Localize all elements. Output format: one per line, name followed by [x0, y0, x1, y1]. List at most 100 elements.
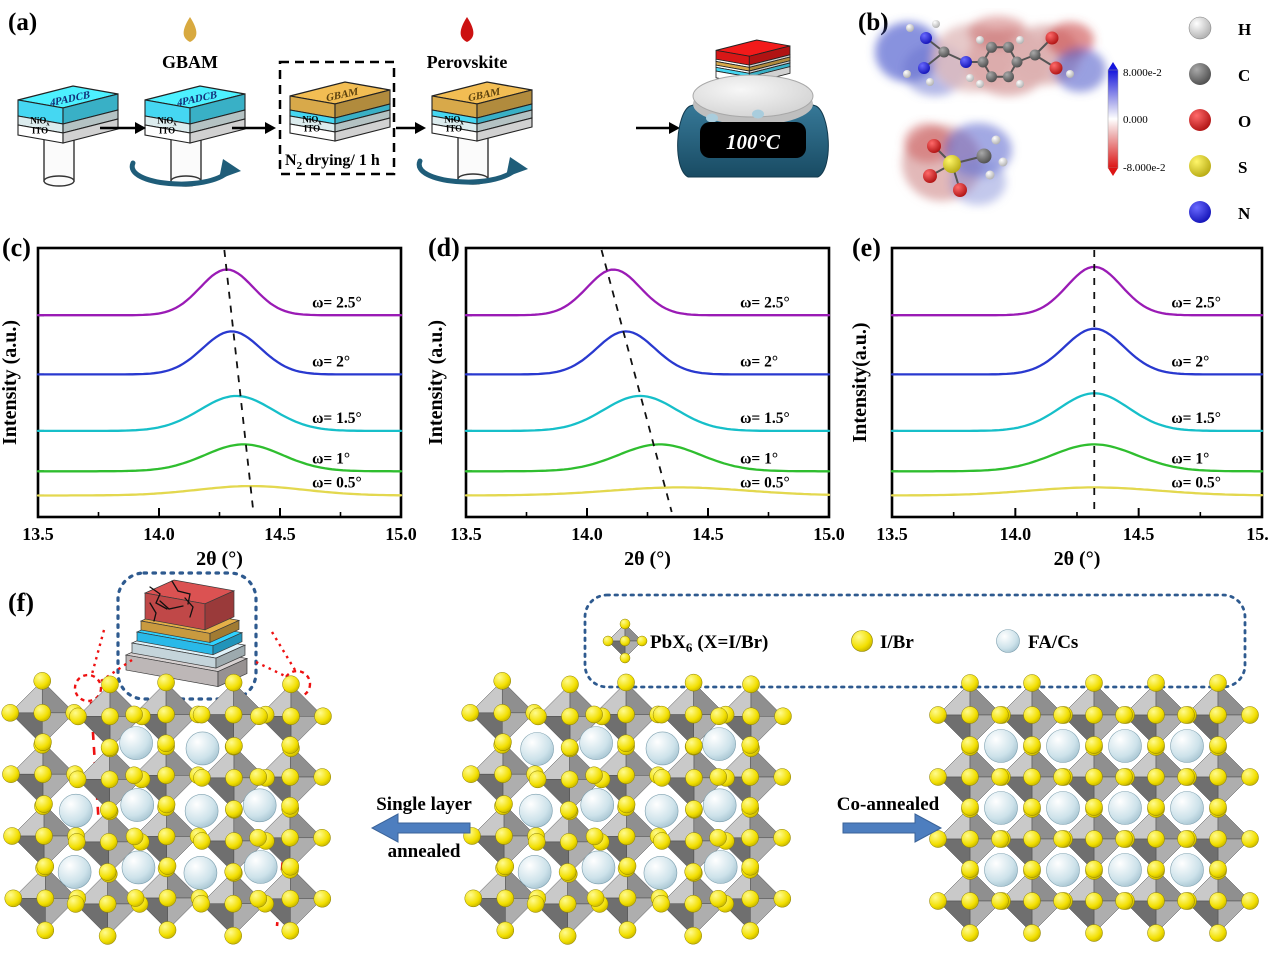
- legend-a-site-label: FA/Cs: [1028, 632, 1078, 653]
- halide-sphere: [250, 707, 268, 726]
- y-axis-label: Intensity (a.u.): [425, 320, 447, 445]
- halide-sphere: [961, 798, 979, 816]
- panel-b-label: (b): [858, 9, 889, 36]
- halide-sphere: [684, 926, 702, 945]
- stack-layer-side: [476, 117, 533, 142]
- atoms-msa: [923, 135, 1008, 197]
- octahedron-face: [11, 835, 45, 869]
- xrd-curve-1: [464, 443, 831, 473]
- lattice-co-annealed: [929, 674, 1259, 942]
- halide-sphere: [961, 860, 979, 878]
- halide-sphere: [4, 889, 23, 908]
- octahedron-face: [200, 903, 234, 937]
- halide-sphere: [929, 892, 947, 910]
- halide-sphere: [1023, 830, 1041, 848]
- halide-sphere: [157, 766, 175, 785]
- halide-sphere: [602, 635, 614, 647]
- xrd-curve-1: [36, 443, 403, 473]
- halide-sphere: [617, 766, 635, 785]
- xrd-curve-2.5: [36, 268, 403, 317]
- octahedron-face: [536, 841, 570, 875]
- octahedron-face: [607, 640, 626, 659]
- octahedron-face: [1185, 900, 1219, 934]
- a-site-cation-sphere: [703, 850, 738, 884]
- halide-sphere: [35, 795, 53, 813]
- a-site-cation-sphere: [581, 850, 616, 885]
- single-layer-annealed-label-1: Single layer: [376, 794, 472, 815]
- x-axis-label: 2θ (°): [196, 548, 243, 570]
- x-tick-label: 14.5: [692, 524, 724, 544]
- halide-sphere: [68, 833, 86, 851]
- halide-sphere: [157, 673, 175, 692]
- halide-sphere: [561, 675, 579, 694]
- halide-sphere: [34, 765, 52, 783]
- arrow-head: [265, 122, 276, 134]
- colorbar-bottom-arrow: [1108, 168, 1118, 176]
- halide-sphere: [618, 921, 637, 939]
- halide-sphere: [225, 769, 243, 787]
- a-site-sphere-icon: [996, 629, 1020, 653]
- hotplate-knob-right: [752, 109, 764, 119]
- halide-sphere: [281, 797, 299, 815]
- omega-label: ω= 2°: [740, 353, 778, 370]
- halide-sphere: [496, 857, 515, 876]
- halide-sphere: [158, 921, 177, 939]
- x-axis-label: 2θ (°): [624, 548, 671, 570]
- omega-label: ω= 1°: [312, 450, 350, 467]
- octahedron-face: [1061, 838, 1095, 872]
- halide-sphere: [618, 889, 637, 907]
- a-site-cation-sphere: [1170, 729, 1204, 763]
- lattice-mounts: [1, 672, 1259, 945]
- hydrogen-label: H: [1238, 20, 1251, 39]
- a-site-cation-sphere: [580, 788, 615, 822]
- halide-sphere: [929, 830, 947, 848]
- halide-sphere: [464, 889, 483, 908]
- halide-sphere: [961, 892, 979, 910]
- halide-sphere: [100, 770, 119, 789]
- halide-sphere: [528, 833, 546, 851]
- halide-sphere: [684, 862, 702, 881]
- halide-sphere: [1053, 830, 1071, 848]
- nitrogen-label: N: [1238, 204, 1251, 223]
- halide-sphere: [991, 892, 1009, 910]
- halide-sphere: [1147, 736, 1165, 754]
- halide-sphere: [1209, 706, 1227, 724]
- halide-sphere: [1241, 768, 1259, 786]
- halide-sphere-icon: [851, 630, 873, 652]
- defect-pointer-line: [270, 631, 297, 671]
- halide-sphere: [36, 921, 55, 940]
- xrd-curve-1.5: [890, 392, 1264, 433]
- crack-line: [171, 580, 191, 605]
- film-layer-side: [215, 644, 246, 669]
- chart-panel-label: (e): [852, 233, 881, 262]
- atom-legend: H C O S N: [1188, 16, 1251, 223]
- octahedron-face: [200, 714, 234, 748]
- halide-sphere: [741, 768, 759, 786]
- halide-sphere: [652, 894, 670, 913]
- halide-sphere: [617, 673, 635, 692]
- octahedron-face: [201, 840, 235, 874]
- octahedron-face: [76, 841, 110, 875]
- stack-layer-label: NiOx: [30, 116, 50, 128]
- stack-layer-label: ITO: [446, 124, 462, 134]
- halide-sphere: [314, 707, 332, 726]
- a-site-cation-sphere: [1046, 729, 1080, 763]
- halide-sphere: [281, 858, 300, 876]
- panel-e-xrd-chart: (e) 13.5 14.0 14.5 15.0 2θ (°) Intensity(a.u.)…: [849, 233, 1269, 570]
- film-layer-side: [212, 632, 243, 656]
- x-tick-label: 14.0: [1000, 524, 1032, 544]
- halide-sphere: [282, 707, 300, 726]
- halide-sphere: [961, 830, 979, 848]
- halide-sphere: [3, 827, 21, 845]
- drop-label: Perovskite: [427, 52, 508, 72]
- process-arrow: [232, 122, 276, 134]
- oxygen-sphere-icon: [1189, 109, 1211, 131]
- halide-sphere: [961, 706, 979, 724]
- halide-sphere: [100, 801, 118, 819]
- halide-sphere: [192, 705, 211, 724]
- halide-sphere: [281, 890, 300, 908]
- halide-sphere: [619, 635, 631, 647]
- x-tick-label: 13.5: [22, 524, 54, 544]
- octahedron-face: [1061, 900, 1095, 934]
- octahedron-face: [535, 903, 568, 937]
